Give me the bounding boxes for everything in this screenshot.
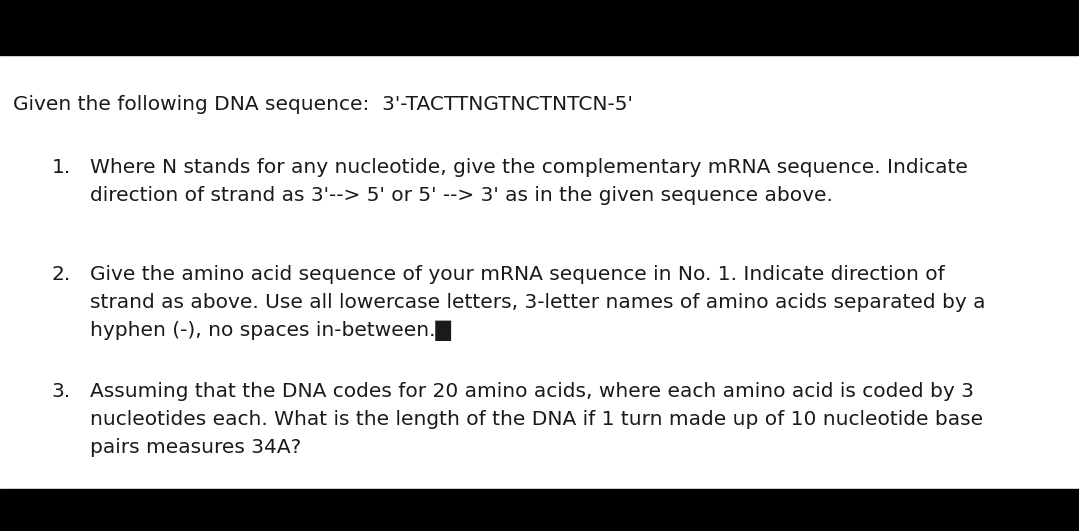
Text: nucleotides each. What is the length of the DNA if 1 turn made up of 10 nucleoti: nucleotides each. What is the length of … [90, 410, 983, 429]
Text: 2.: 2. [52, 265, 71, 284]
Text: 3.: 3. [52, 382, 71, 401]
Text: Give the amino acid sequence of your mRNA sequence in No. 1. Indicate direction : Give the amino acid sequence of your mRN… [90, 265, 944, 284]
Text: strand as above. Use all lowercase letters, 3-letter names of amino acids separa: strand as above. Use all lowercase lette… [90, 293, 985, 312]
Text: Given the following DNA sequence:  3'-TACTTNGTNCTNTCN-5': Given the following DNA sequence: 3'-TAC… [13, 95, 632, 114]
Text: hyphen (-), no spaces in-between.█: hyphen (-), no spaces in-between.█ [90, 321, 451, 341]
Text: direction of strand as 3'--> 5' or 5' --> 3' as in the given sequence above.: direction of strand as 3'--> 5' or 5' --… [90, 186, 832, 205]
Text: Assuming that the DNA codes for 20 amino acids, where each amino acid is coded b: Assuming that the DNA codes for 20 amino… [90, 382, 973, 401]
Text: pairs measures 34A?: pairs measures 34A? [90, 438, 301, 457]
Text: 1.: 1. [52, 158, 71, 177]
Text: Where N stands for any nucleotide, give the complementary mRNA sequence. Indicat: Where N stands for any nucleotide, give … [90, 158, 968, 177]
